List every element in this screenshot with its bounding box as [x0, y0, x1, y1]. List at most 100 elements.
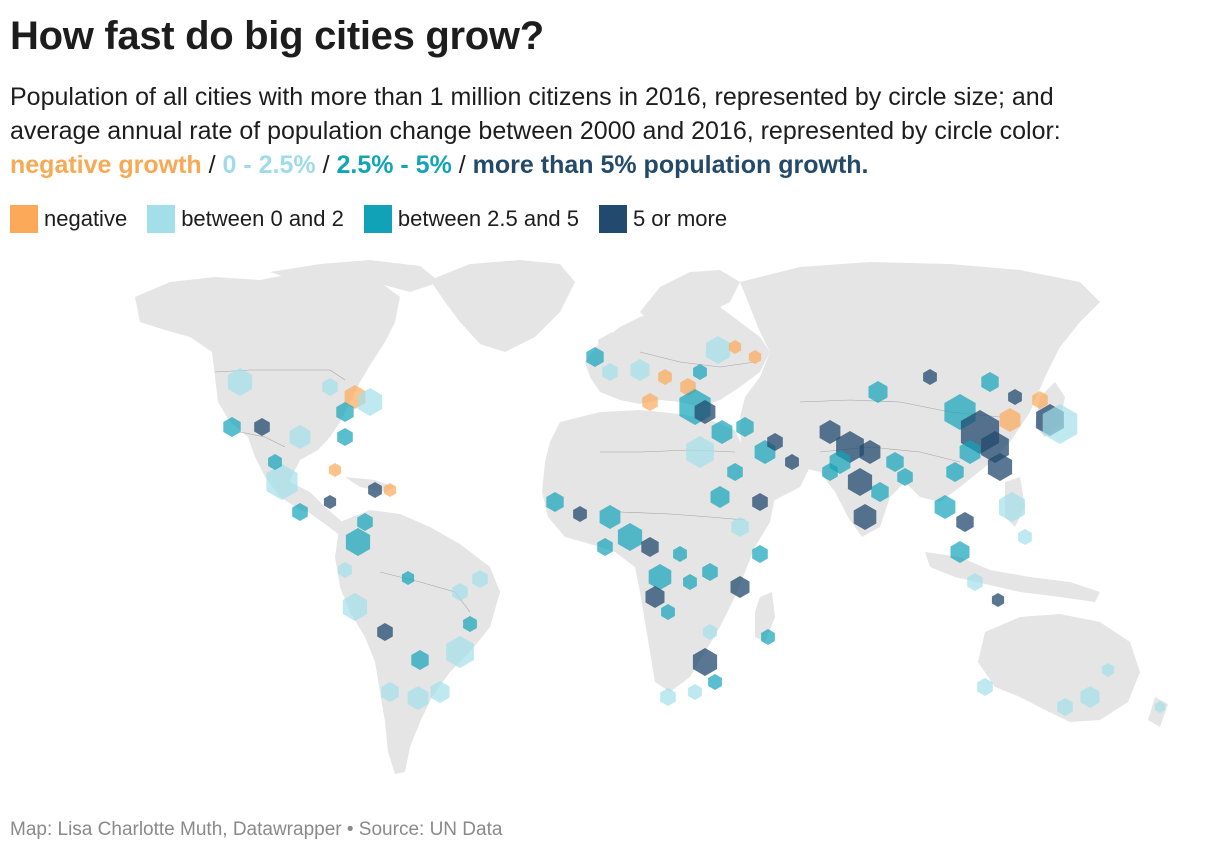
city-marker — [981, 372, 999, 392]
city-marker — [337, 428, 353, 446]
city-marker — [322, 378, 338, 396]
world-map — [135, 260, 1168, 774]
city-marker — [1018, 529, 1032, 545]
city-marker — [617, 523, 643, 551]
city-marker — [546, 492, 564, 512]
city-marker — [705, 336, 731, 364]
city-marker — [642, 393, 658, 411]
subtitle-line-1: Population of all cities with more than … — [10, 83, 1054, 111]
city-marker — [702, 563, 718, 581]
border-us-mexico — [239, 431, 286, 448]
city-marker — [345, 528, 371, 556]
city-marker — [956, 512, 974, 532]
city-marker — [950, 541, 970, 563]
city-marker — [999, 492, 1025, 522]
city-marker — [727, 463, 743, 481]
city-marker — [641, 537, 659, 557]
city-marker — [401, 571, 415, 585]
city-marker — [736, 417, 754, 437]
city-marker — [673, 546, 687, 562]
land-north-america — [135, 272, 400, 514]
city-marker — [268, 454, 282, 470]
city-marker — [463, 616, 477, 632]
city-marker — [254, 418, 270, 436]
city-marker — [934, 495, 956, 519]
city-marker — [686, 436, 714, 468]
city-marker — [711, 420, 733, 444]
city-marker — [871, 482, 889, 502]
legend-swatch-negative — [10, 205, 38, 233]
city-marker — [661, 604, 675, 620]
city-marker — [602, 363, 618, 381]
city-marker — [452, 583, 468, 601]
city-marker — [748, 350, 762, 364]
city-marker — [728, 340, 742, 354]
subtitle-low: 0 - 2.5% — [222, 151, 316, 179]
legend-swatch-high — [598, 205, 627, 233]
city-marker — [586, 347, 604, 367]
city-marker — [731, 517, 749, 537]
city-marker — [853, 504, 877, 530]
land-new-zealand — [1148, 697, 1168, 727]
city-marker — [923, 369, 937, 385]
legend-label-negative: negative — [44, 206, 128, 231]
city-marker — [886, 452, 904, 472]
city-marker — [411, 650, 429, 670]
city-marker — [342, 593, 368, 621]
city-marker — [822, 463, 838, 481]
subtitle-negative: negative growth — [10, 151, 202, 179]
subtitle-separator: / — [201, 151, 223, 179]
legend-item-low: between 0 and 2 — [147, 205, 344, 233]
subtitle-separator: / — [315, 151, 337, 179]
city-marker — [383, 483, 397, 497]
city-marker — [630, 359, 650, 381]
city-marker — [599, 505, 621, 529]
city-marker — [338, 562, 352, 578]
subtitle-separator: / — [451, 151, 473, 179]
city-marker — [336, 402, 354, 422]
city-marker — [227, 368, 253, 396]
city-marker — [658, 369, 672, 385]
chart-subtitle: Population of all cities with more than … — [10, 80, 1210, 182]
border-south-america — [379, 571, 471, 613]
city-marker — [1032, 391, 1048, 409]
city-marker — [407, 686, 429, 710]
footer-credit: Map: Lisa Charlotte Muth, Datawrapper • … — [10, 819, 503, 840]
city-marker — [357, 388, 383, 416]
land-madagascar — [755, 592, 775, 642]
city-marker — [446, 636, 474, 668]
subtitle-high: more than 5% population growth. — [472, 151, 869, 179]
city-marker — [959, 440, 981, 464]
city-marker — [761, 629, 775, 645]
land-caribbean — [345, 477, 395, 492]
land-scandinavia — [640, 270, 740, 330]
city-marker — [1101, 663, 1115, 677]
legend: negative between 0 and 2 between 2.5 and… — [10, 203, 747, 235]
subtitle-mid: 2.5% - 5% — [336, 151, 452, 179]
city-marker — [752, 545, 768, 563]
city-marker — [328, 463, 342, 477]
city-marker — [660, 688, 676, 706]
land-europe — [585, 302, 770, 407]
city-marker — [683, 574, 697, 590]
legend-label-mid: between 2.5 and 5 — [397, 206, 579, 231]
legend-item-negative: negative — [10, 205, 127, 233]
city-marker — [430, 681, 450, 703]
border-africa-mid — [619, 511, 746, 521]
city-marker — [223, 417, 241, 437]
city-marker — [991, 593, 1005, 607]
city-marker — [987, 453, 1013, 481]
city-marker — [967, 573, 983, 591]
land-greenland — [430, 260, 575, 352]
city-marker — [1042, 404, 1078, 444]
city-marker — [692, 648, 718, 676]
land-indonesia — [925, 552, 1100, 602]
city-marker — [752, 493, 768, 511]
city-marker — [708, 674, 722, 690]
city-marker — [648, 564, 672, 590]
city-marker — [357, 513, 373, 531]
legend-swatch-mid — [363, 205, 392, 233]
city-marker — [597, 538, 613, 556]
city-marker — [785, 454, 799, 470]
city-marker — [730, 576, 750, 598]
